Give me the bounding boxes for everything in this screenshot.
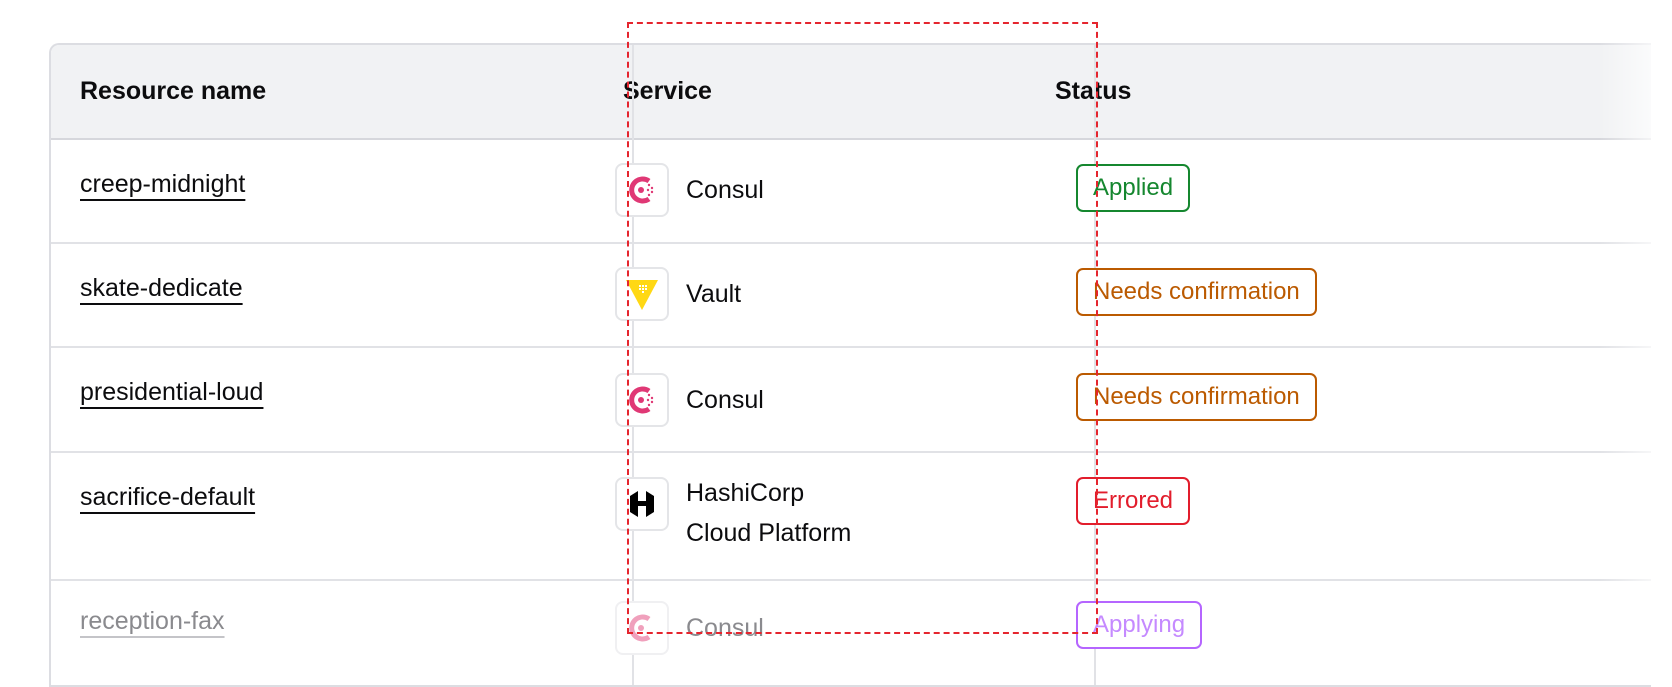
column-divider xyxy=(632,45,634,685)
consul-icon xyxy=(615,601,669,655)
service-name-line: HashiCorp xyxy=(686,479,805,507)
service-cell: HashiCorp Cloud Platform xyxy=(615,477,851,553)
resource-link[interactable]: creep-midnight xyxy=(80,170,246,198)
column-header-service: Service xyxy=(623,77,712,105)
table-row: skate-dedicate Vault Needs confirmation xyxy=(51,244,1651,348)
status-badge: Needs confirmation xyxy=(1076,373,1317,421)
vault-icon xyxy=(615,267,669,321)
column-highlight-right xyxy=(1096,22,1098,634)
service-name: Consul xyxy=(686,614,764,642)
service-name-line: Cloud Platform xyxy=(686,519,852,547)
table-header: Resource name Service Status xyxy=(51,45,1651,140)
service-name: Consul xyxy=(686,386,764,414)
service-name: Vault xyxy=(686,280,742,308)
table-row: sacrifice-default HashiCorp Cloud Platfor… xyxy=(51,453,1651,581)
service-cell: Consul xyxy=(615,601,764,655)
service-cell: Consul xyxy=(615,373,764,427)
resource-link[interactable]: presidential-loud xyxy=(80,378,264,406)
consul-icon xyxy=(615,373,669,427)
status-badge: Applied xyxy=(1076,164,1191,212)
resources-table: Resource name Service Status creep-midni… xyxy=(49,43,1651,687)
scroll-fade-right xyxy=(1600,0,1672,652)
table-row: reception-fax Consul Applying xyxy=(51,581,1651,685)
column-highlight-left xyxy=(627,22,629,634)
table-row: creep-midnight Consul Applied xyxy=(51,140,1651,244)
service-cell: Vault xyxy=(615,267,741,321)
resource-link[interactable]: reception-fax xyxy=(80,607,225,635)
column-header-resource-name: Resource name xyxy=(80,77,267,105)
status-badge: Needs confirmation xyxy=(1076,268,1317,316)
column-divider xyxy=(1094,45,1096,685)
consul-icon xyxy=(615,163,669,217)
resource-link[interactable]: skate-dedicate xyxy=(80,274,243,302)
column-highlight-bottom xyxy=(627,632,1098,634)
status-badge: Errored xyxy=(1076,477,1191,525)
hcp-icon xyxy=(615,477,669,531)
column-header-status: Status xyxy=(1055,45,1131,138)
column-highlight-top xyxy=(627,22,1098,24)
service-name: Consul xyxy=(686,176,764,204)
table-row: presidential-loud Consul Needs confirmat… xyxy=(51,348,1651,453)
resource-link[interactable]: sacrifice-default xyxy=(80,483,256,511)
service-name: HashiCorp Cloud Platform xyxy=(686,473,851,553)
status-badge: Applying xyxy=(1076,601,1203,649)
service-cell: Consul xyxy=(615,163,764,217)
